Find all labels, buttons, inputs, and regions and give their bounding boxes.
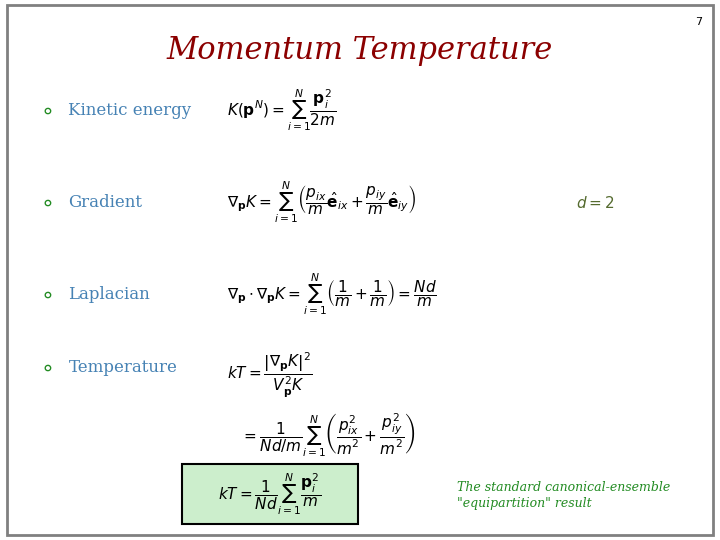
Text: $d = 2$: $d = 2$ (576, 194, 615, 211)
Text: $\circ$: $\circ$ (40, 284, 52, 305)
Text: 7: 7 (695, 17, 702, 28)
Text: $\nabla_{\mathbf{p}} K = \sum_{i=1}^{N} \left( \dfrac{p_{ix}}{m} \hat{\mathbf{e}: $\nabla_{\mathbf{p}} K = \sum_{i=1}^{N} … (227, 180, 416, 225)
Text: $\circ$: $\circ$ (40, 357, 52, 377)
Text: $= \dfrac{1}{Nd/m} \sum_{i=1}^{N} \left( \dfrac{p_{ix}^2}{m^2} + \dfrac{p_{iy}^2: $= \dfrac{1}{Nd/m} \sum_{i=1}^{N} \left(… (241, 411, 415, 458)
Text: The standard canonical-ensemble: The standard canonical-ensemble (457, 481, 670, 494)
Text: "equipartition" result: "equipartition" result (457, 497, 592, 510)
Text: $\circ$: $\circ$ (40, 100, 52, 121)
Text: $\circ$: $\circ$ (40, 192, 52, 213)
Text: Gradient: Gradient (68, 194, 143, 211)
Text: $kT = \dfrac{1}{Nd} \sum_{i=1}^{N} \dfrac{\mathbf{p}_i^2}{m}$: $kT = \dfrac{1}{Nd} \sum_{i=1}^{N} \dfra… (218, 471, 322, 517)
FancyBboxPatch shape (181, 464, 359, 524)
Text: $kT = \dfrac{\left| \nabla_{\mathbf{p}} K \right|^2}{V_{\mathbf{p}}^2 K}$: $kT = \dfrac{\left| \nabla_{\mathbf{p}} … (227, 350, 312, 400)
Text: Kinetic energy: Kinetic energy (68, 102, 192, 119)
Text: $\nabla_{\mathbf{p}} \cdot \nabla_{\mathbf{p}} K = \sum_{i=1}^{N} \left( \dfrac{: $\nabla_{\mathbf{p}} \cdot \nabla_{\math… (227, 272, 436, 317)
Text: $K(\mathbf{p}^N) = \sum_{i=1}^{N} \dfrac{\mathbf{p}_i^2}{2m}$: $K(\mathbf{p}^N) = \sum_{i=1}^{N} \dfrac… (227, 88, 336, 133)
Text: Temperature: Temperature (68, 359, 177, 376)
Text: Momentum Temperature: Momentum Temperature (167, 35, 553, 66)
Text: Laplacian: Laplacian (68, 286, 150, 303)
